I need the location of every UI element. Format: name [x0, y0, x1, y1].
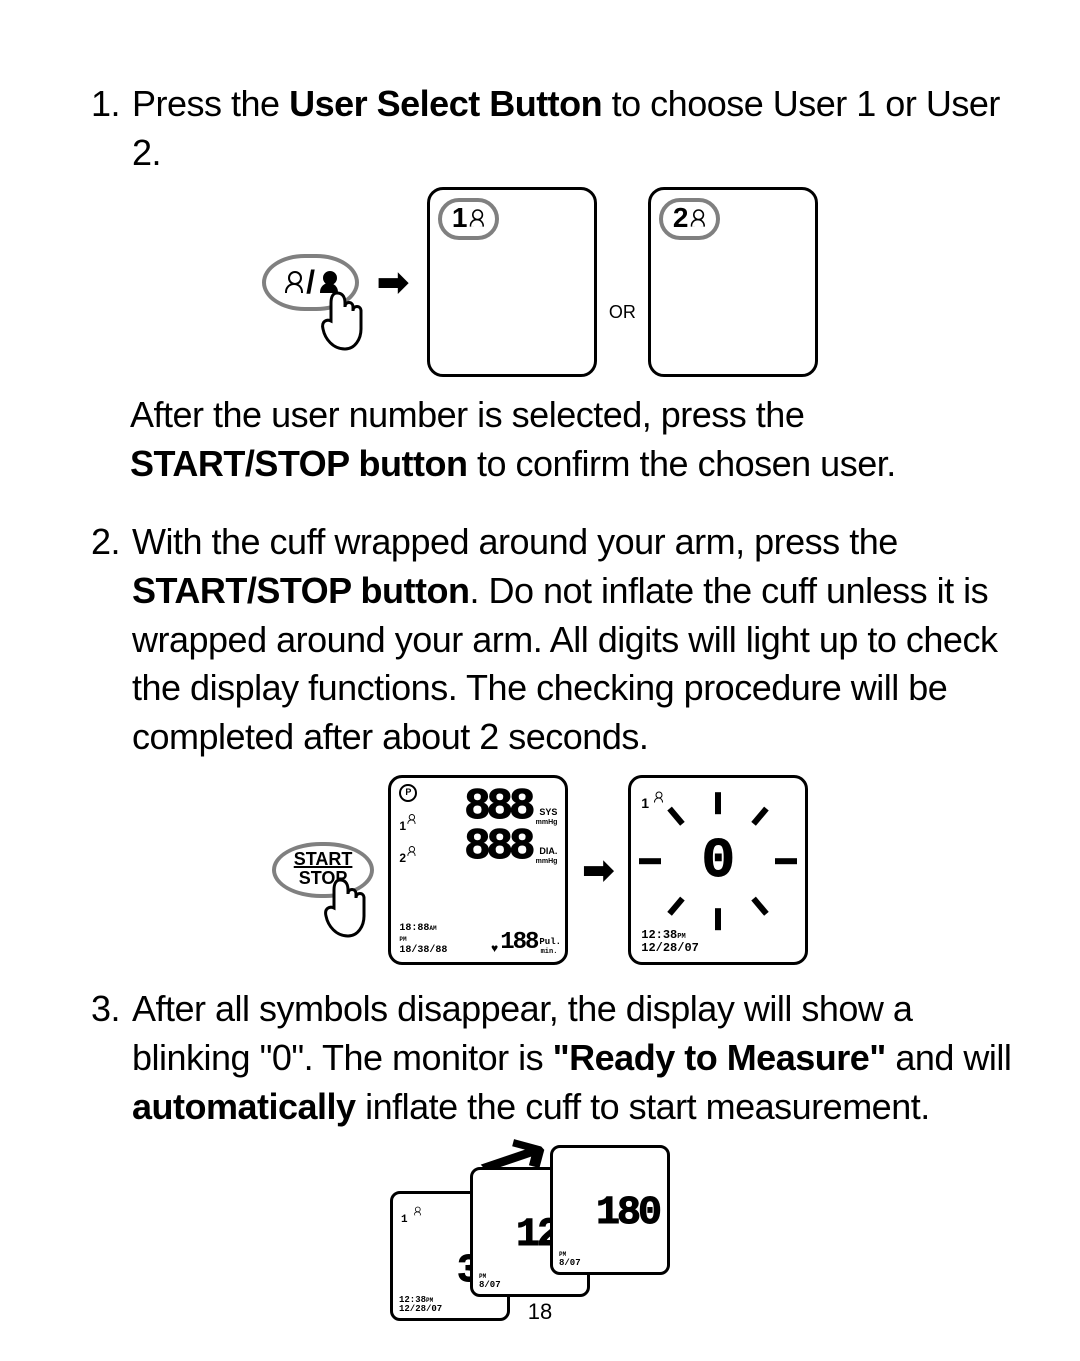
- zero-digit: 0: [701, 830, 735, 894]
- s120-bot: PM 8/07: [479, 1272, 501, 1290]
- s180-bot: PM 8/07: [559, 1250, 581, 1268]
- lcd-row-sys: P 1 2 888 SYS mmHg 888 DIA. mmHg: [399, 784, 557, 864]
- heart-icon: ♥: [491, 943, 498, 956]
- ready-user-n: 1: [641, 795, 649, 811]
- person-outline-icon: [690, 209, 704, 227]
- after-bold: START/STOP button: [130, 443, 467, 484]
- diagram-start-stop: START STOP P 1 2 888 SYS mmHg: [60, 775, 1020, 965]
- after-text-b: to confirm the chosen user.: [467, 443, 895, 484]
- s180-pm: PM: [559, 1251, 566, 1258]
- step-1-after: After the user number is selected, press…: [130, 391, 1020, 488]
- ray-icon: [775, 859, 797, 865]
- user-1-badge: 1: [438, 198, 500, 240]
- step-1: 1. Press the User Select Button to choos…: [60, 80, 1020, 177]
- lcd-pulse: ♥ 188 Pul.min.: [491, 930, 557, 956]
- page: 1. Press the User Select Button to choos…: [0, 0, 1080, 1361]
- lcd-date: 18/38/88: [399, 945, 447, 956]
- u2n: 2: [399, 851, 406, 865]
- person-outline-icon: [413, 1207, 420, 1216]
- s180-num: 180: [561, 1198, 659, 1230]
- step-2-body: With the cuff wrapped around your arm, p…: [132, 518, 1020, 761]
- ray-icon: [715, 909, 721, 931]
- btn-start-label: START: [294, 850, 353, 869]
- finger-press-icon: [322, 878, 366, 938]
- ray-icon: [668, 897, 685, 916]
- slash: /: [306, 264, 315, 301]
- user-1-mini: 1: [399, 808, 420, 833]
- page-number: 18: [0, 1299, 1080, 1325]
- sys-label: SYS mmHg: [531, 808, 557, 826]
- seg-pul: 188: [500, 930, 537, 956]
- dia-t: DIA.: [539, 846, 557, 856]
- arrow-right-icon: ➡: [377, 260, 409, 305]
- user-2-badge: 2: [659, 198, 721, 240]
- dia-label: DIA. mmHg: [531, 847, 557, 865]
- ray-icon: [639, 859, 661, 865]
- diagram-user-select: / ➡ 1 OR 2: [60, 187, 1020, 377]
- step-3: 3. After all symbols disappear, the disp…: [60, 985, 1020, 1131]
- arrow-right-icon: ➡: [582, 848, 614, 893]
- finger-press-icon: [319, 291, 363, 351]
- badge-1-num: 1: [452, 202, 468, 234]
- step-2-bold-a: START/STOP button: [132, 570, 469, 611]
- screen-user-2: 2: [648, 187, 818, 377]
- u1n: 1: [399, 819, 406, 833]
- mem-icon: P: [399, 784, 417, 802]
- step-3-number: 3.: [60, 985, 132, 1131]
- lcd-ready: 1 0 12:38PM 12/28/07: [628, 775, 808, 965]
- sys-t: SYS: [539, 807, 557, 817]
- blinking-zero: 0: [653, 807, 783, 917]
- step-1-bold: User Select Button: [289, 83, 602, 124]
- screen-user-1: 1: [427, 187, 597, 377]
- diagram-inflate: ↗ 1 30 12:38PM 12/28/07 120 PM 8/07 180: [60, 1141, 1020, 1321]
- person-outline-icon: [469, 209, 483, 227]
- pul-label: Pul.min.: [539, 938, 557, 956]
- s180-date: 8/07: [559, 1259, 581, 1268]
- lcd-left-col: P 1 2: [399, 784, 420, 864]
- step-2-number: 2.: [60, 518, 132, 761]
- s3-b2: automatically: [132, 1086, 356, 1127]
- person-outline-icon: [654, 792, 663, 803]
- screen-180: 180 PM 8/07: [550, 1145, 670, 1275]
- s30u: 1: [401, 1214, 408, 1226]
- mmhg-t2: mmHg: [536, 858, 558, 865]
- step-3-body: After all symbols disappear, the display…: [132, 985, 1020, 1131]
- min-t: min.: [541, 948, 558, 956]
- ready-date: 12/28/07: [641, 942, 699, 955]
- lcd-bottom: 18:88AMPM 18/38/88 ♥ 188 Pul.min.: [399, 923, 557, 956]
- s120-date: 8/07: [479, 1281, 501, 1290]
- step-1-number: 1.: [60, 80, 132, 177]
- s3-b1: "Ready to Measure": [553, 1037, 886, 1078]
- s3-t3: inflate the cuff to start measurement.: [356, 1086, 930, 1127]
- screen-stack: ↗ 1 30 12:38PM 12/28/07 120 PM 8/07 180: [390, 1141, 690, 1321]
- s3-t2: and will: [886, 1037, 1012, 1078]
- ray-icon: [752, 807, 769, 826]
- lcd-datetime: 18:88AMPM 18/38/88: [399, 923, 447, 956]
- user-2-mini: 2: [399, 840, 420, 865]
- ready-datetime: 12:38PM 12/28/07: [641, 929, 699, 954]
- ray-icon: [752, 897, 769, 916]
- step-1-body: Press the User Select Button to choose U…: [132, 80, 1020, 177]
- ray-icon: [715, 793, 721, 815]
- seg-dia: 888: [464, 830, 531, 865]
- seg-sys: 888: [464, 790, 531, 825]
- start-stop-button-graphic: START STOP: [272, 842, 375, 898]
- ray-icon: [668, 807, 685, 826]
- person-outline-icon: [407, 814, 415, 824]
- mmhg-t: mmHg: [536, 819, 558, 826]
- or-label: OR: [609, 302, 636, 323]
- lcd-time: 18:88: [399, 923, 429, 934]
- lcd-all-segments: P 1 2 888 SYS mmHg 888 DIA. mmHg: [388, 775, 568, 965]
- pul-t: Pul.: [539, 937, 561, 947]
- step-1-text-a: Press the: [132, 83, 289, 124]
- s120-pm: PM: [479, 1273, 486, 1280]
- step-2-text-a: With the cuff wrapped around your arm, p…: [132, 521, 898, 562]
- person-outline-icon: [284, 271, 302, 293]
- after-text-a: After the user number is selected, press…: [130, 394, 804, 435]
- user-select-button-graphic: /: [262, 254, 359, 311]
- ready-pm: PM: [677, 933, 685, 941]
- step-2: 2. With the cuff wrapped around your arm…: [60, 518, 1020, 761]
- person-outline-icon: [407, 846, 415, 856]
- badge-2-num: 2: [673, 202, 689, 234]
